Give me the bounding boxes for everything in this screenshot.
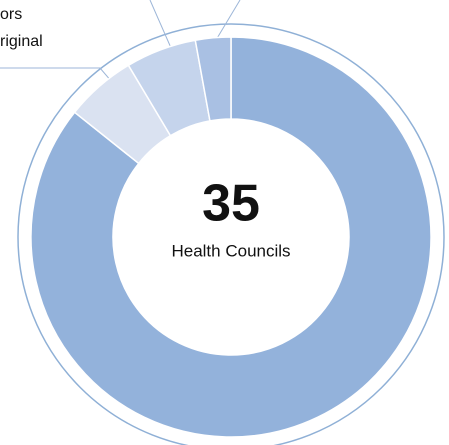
center-value: 35 [202, 175, 260, 233]
center-label: Health Councils [171, 241, 290, 260]
annotation: ors [0, 6, 22, 23]
leader-line [215, 0, 241, 41]
outer-ring [17, 23, 445, 445]
donut [30, 36, 432, 438]
annotation: riginal [0, 33, 43, 50]
donut-segment [30, 36, 432, 438]
donut-segment [194, 36, 232, 122]
